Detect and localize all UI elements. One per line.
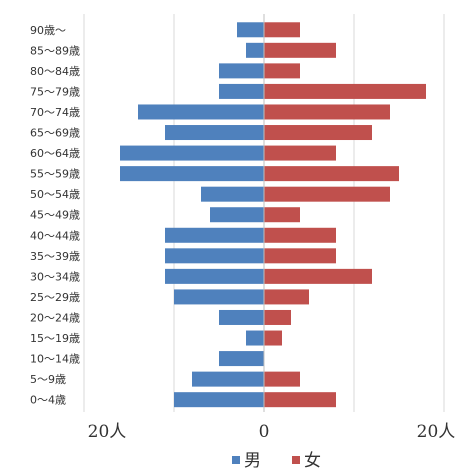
bar-male <box>219 309 264 325</box>
category-label: 55～59歳 <box>30 168 80 181</box>
category-label: 35～39歳 <box>30 250 80 263</box>
legend-label-male: 男 <box>244 451 261 468</box>
bar-male <box>210 207 264 223</box>
bar-female <box>264 227 336 243</box>
bar-female <box>264 145 336 161</box>
category-label: 50～54歳 <box>30 188 80 201</box>
bar-male <box>165 227 264 243</box>
bar-female <box>264 371 300 387</box>
bar-male <box>219 83 264 99</box>
legend-swatch-female <box>292 456 300 464</box>
category-label: 75～79歳 <box>30 85 80 98</box>
x-tick-right: 20人 <box>417 422 456 442</box>
bar-female <box>264 248 336 264</box>
category-label: 25～29歳 <box>30 291 80 304</box>
category-label: 30～34歳 <box>30 270 80 283</box>
bar-female <box>264 83 426 99</box>
category-label: 15～19歳 <box>30 332 80 345</box>
category-label: 65～69歳 <box>30 127 80 140</box>
bar-male <box>120 145 264 161</box>
bars <box>120 22 426 408</box>
category-label: 5～9歳 <box>30 373 66 386</box>
bar-female <box>264 166 399 182</box>
category-label: 10～14歳 <box>30 353 80 366</box>
bar-female <box>264 125 372 141</box>
bar-male <box>174 392 264 408</box>
bar-female <box>264 289 309 305</box>
legend-swatch-male <box>232 456 240 464</box>
bar-female <box>264 22 300 38</box>
bar-male <box>246 330 264 346</box>
category-label: 80～84歳 <box>30 65 80 78</box>
bar-male <box>219 63 264 79</box>
x-tick-left: 20人 <box>88 422 127 442</box>
bar-female <box>264 104 390 120</box>
category-label: 90歳～ <box>30 24 66 37</box>
category-label: 70～74歳 <box>30 106 80 119</box>
bar-male <box>165 125 264 141</box>
bar-female <box>264 186 390 202</box>
category-labels: 90歳～ 85～89歳 80～84歳 75～79歳 70～74歳 65～69歳 60～64歳… <box>30 24 80 407</box>
bar-male <box>219 351 264 367</box>
bar-male <box>165 248 264 264</box>
legend-label-female: 女 <box>304 451 321 468</box>
bar-male <box>165 268 264 284</box>
bar-female <box>264 207 300 223</box>
category-label: 0～4歳 <box>30 394 66 407</box>
category-label: 40～44歳 <box>30 229 80 242</box>
x-tick-zero: 0 <box>259 422 270 442</box>
bar-female <box>264 330 282 346</box>
bar-female <box>264 63 300 79</box>
bar-female <box>264 309 291 325</box>
legend: 男 女 <box>232 451 321 468</box>
gridlines <box>83 14 445 412</box>
category-label: 60～64歳 <box>30 147 80 160</box>
bar-male <box>201 186 264 202</box>
category-label: 45～49歳 <box>30 209 80 222</box>
bar-female <box>264 268 372 284</box>
bar-female <box>264 392 336 408</box>
bar-male <box>174 289 264 305</box>
bar-female <box>264 42 336 58</box>
category-label: 20～24歳 <box>30 311 80 324</box>
category-label: 85～89歳 <box>30 44 80 57</box>
bar-male <box>246 42 264 58</box>
bar-male <box>237 22 264 38</box>
bar-male <box>120 166 264 182</box>
bar-male <box>138 104 264 120</box>
bar-male <box>192 371 264 387</box>
